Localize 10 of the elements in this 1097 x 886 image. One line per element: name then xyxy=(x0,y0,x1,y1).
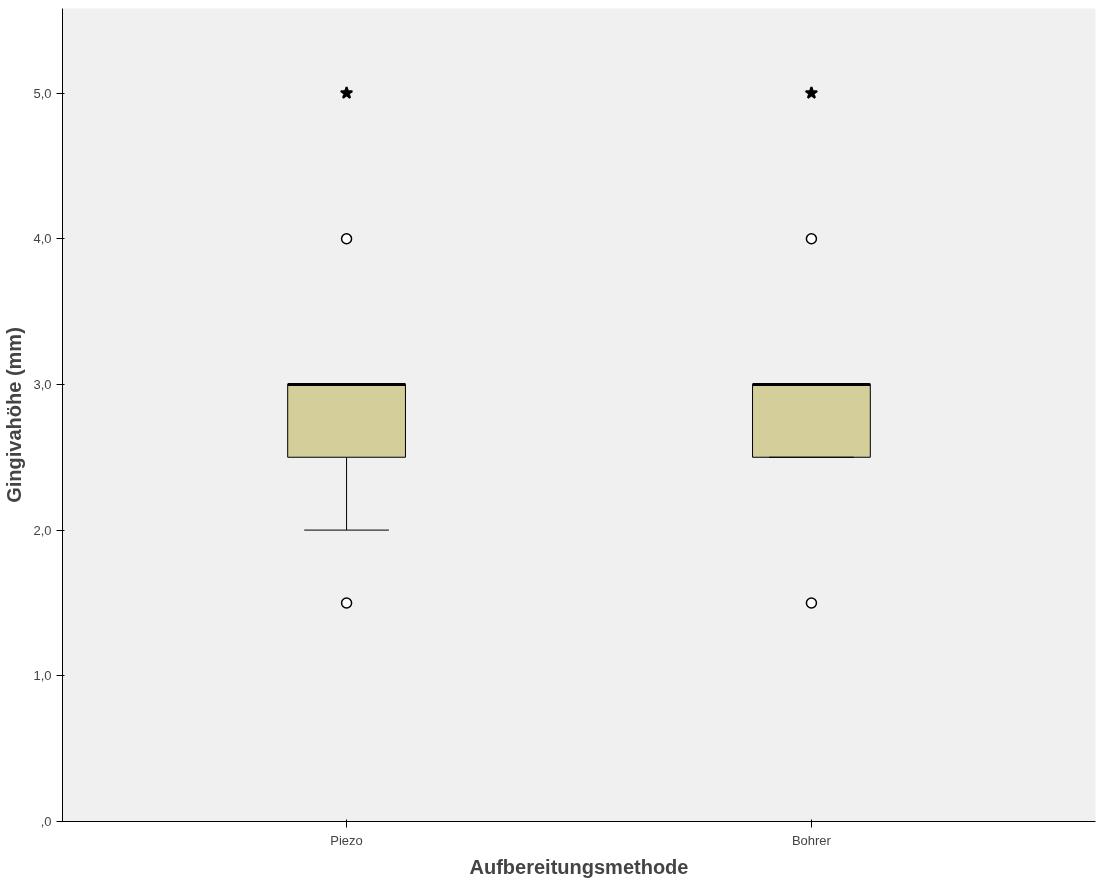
x-axis-title: Aufbereitungsmethode xyxy=(469,855,689,878)
x-tick-label: Piezo xyxy=(330,832,363,848)
y-tick-label: ,0 xyxy=(40,814,52,829)
y-tick-label: 4,0 xyxy=(33,231,52,247)
y-tick-label: 5,0 xyxy=(33,85,52,101)
y-tick-label: 2,0 xyxy=(33,522,52,538)
y-tick-label: 1,0 xyxy=(33,668,52,684)
y-axis-title: Gingivahöhe (mm) xyxy=(3,327,26,503)
x-tick-label: Bohrer xyxy=(791,832,832,848)
y-tick-label: 3,0 xyxy=(33,376,52,392)
